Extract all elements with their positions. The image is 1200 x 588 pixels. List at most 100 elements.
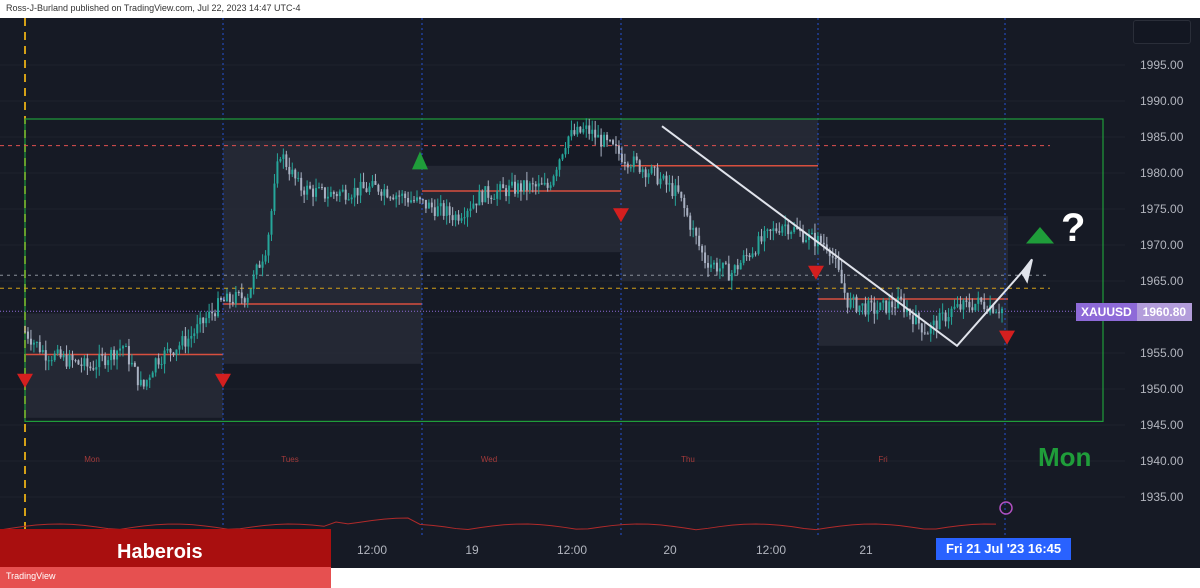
session-box: [422, 165, 621, 253]
candle-body: [104, 355, 107, 366]
candle-body: [944, 312, 947, 322]
price-chart-svg[interactable]: 1995.00 1990.00 1985.00 1980.00 1975.00 1970.…: [0, 18, 1200, 568]
annotation-question: ?: [1061, 206, 1086, 250]
y-tick-label: 1945.00: [1140, 418, 1184, 432]
candle-body: [635, 156, 638, 161]
candle-body: [214, 313, 217, 317]
candle-body: [282, 154, 285, 160]
candle-body: [632, 156, 635, 168]
candle-body: [864, 303, 867, 315]
candle-body: [683, 197, 686, 209]
candle-body: [80, 364, 83, 366]
y-tick-label: 1980.00: [1140, 166, 1184, 180]
candle-body: [650, 166, 653, 174]
candle-body: [849, 298, 852, 308]
candle-body: [576, 126, 579, 135]
candle-body: [246, 297, 249, 303]
candle-body: [579, 126, 582, 133]
candle-body: [35, 341, 38, 343]
candle-body: [573, 130, 576, 135]
candle-body: [309, 185, 312, 189]
candle-body: [647, 173, 650, 178]
candle-body: [347, 199, 350, 201]
candle-body: [911, 315, 914, 325]
candle-body: [805, 239, 808, 243]
candle-body: [623, 161, 626, 164]
candle-body: [674, 185, 677, 197]
candle-body: [861, 303, 864, 306]
weekly-range-box: [24, 118, 1104, 422]
day-labels: Mon Tues Wed Thu Fri: [84, 455, 888, 464]
candle-body: [83, 358, 86, 366]
bull-marker-up: [412, 151, 428, 170]
candle-body: [130, 362, 133, 365]
candle-body: [499, 184, 502, 191]
session-box: [25, 313, 223, 418]
candle-body: [249, 288, 252, 298]
candle-body: [315, 187, 318, 197]
candle-body: [225, 293, 228, 302]
candle-body: [511, 181, 514, 186]
candle-body: [240, 292, 243, 299]
candle-body: [371, 181, 374, 187]
candle-body: [29, 338, 32, 345]
candle-body: [273, 183, 276, 212]
candle-body: [733, 265, 736, 273]
annotations: [0, 125, 1054, 531]
candle-body: [496, 190, 499, 199]
candle-body: [900, 296, 903, 300]
candle-body: [460, 218, 463, 221]
candle-body: [220, 298, 222, 300]
candle-body: [389, 197, 392, 199]
candle-body: [62, 354, 65, 358]
candle-body: [555, 169, 558, 177]
candle-body: [196, 324, 199, 334]
candle-body: [600, 134, 603, 147]
candle-body: [736, 265, 739, 270]
candle-body: [962, 300, 965, 310]
candle-body: [478, 191, 481, 206]
banner-lower: [0, 567, 331, 588]
candle-body: [727, 263, 730, 281]
tradingview-logo: TradingView: [6, 571, 56, 581]
y-tick-label: 1970.00: [1140, 238, 1184, 252]
candle-body: [430, 202, 433, 208]
candle-body: [606, 134, 609, 141]
axis-settings-box[interactable]: [1133, 20, 1191, 44]
candle-body: [977, 297, 980, 304]
candle-body: [763, 230, 766, 242]
candle-body: [588, 125, 591, 134]
day-label: Tues: [281, 455, 299, 464]
candle-body: [695, 228, 698, 236]
candle-body: [199, 317, 202, 325]
candle-body: [965, 300, 968, 302]
candle-body: [383, 189, 386, 196]
candle-body: [157, 358, 160, 365]
candle-body: [519, 183, 522, 192]
bear-marker-down: [17, 373, 33, 388]
candle-body: [424, 199, 427, 209]
bear-marker-down: [613, 208, 629, 223]
candle-body: [680, 191, 683, 198]
candle-body: [127, 346, 130, 365]
candle-body: [959, 304, 962, 310]
candle-body: [502, 184, 505, 189]
candle-body: [721, 262, 724, 269]
event-icon: [999, 501, 1013, 515]
candle-body: [508, 185, 511, 197]
candle-body: [231, 301, 234, 304]
candle-body: [549, 185, 552, 188]
candle-body: [677, 185, 680, 192]
candle-body: [582, 128, 585, 133]
candle-body: [175, 349, 178, 356]
candle-body: [769, 229, 772, 231]
candle-body: [184, 336, 187, 347]
candle-body: [377, 184, 380, 192]
chart-area[interactable]: 1995.00 1990.00 1985.00 1980.00 1975.00 1970.…: [0, 18, 1200, 568]
candle-body: [119, 348, 122, 351]
last-price-label: 1960.80: [1136, 303, 1193, 321]
day-label: Fri: [878, 455, 888, 464]
candle-body: [852, 296, 855, 299]
candle-body: [879, 302, 882, 311]
candle-body: [270, 211, 273, 235]
